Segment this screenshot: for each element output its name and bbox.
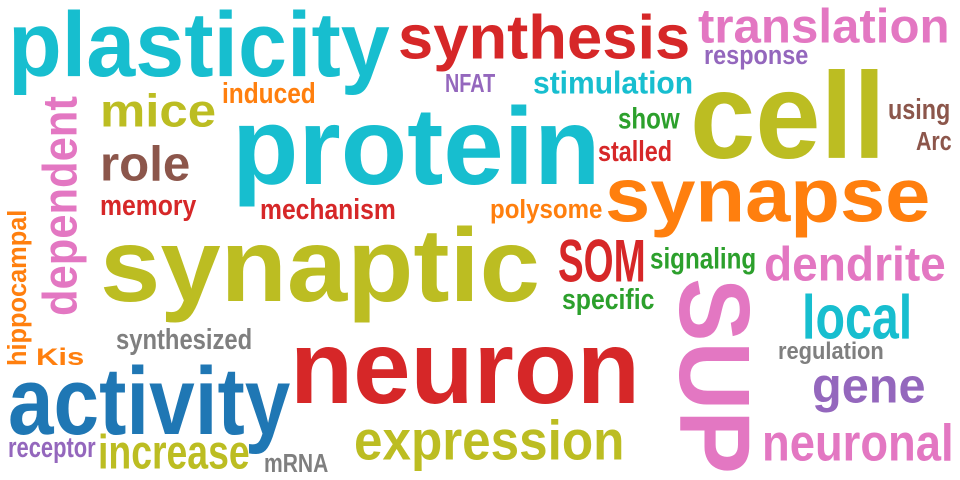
word-hippocampal: hippocampal xyxy=(2,209,32,366)
word-regulation: regulation xyxy=(778,338,884,365)
word-using: using xyxy=(888,94,951,126)
word-specific: specific xyxy=(562,284,655,316)
word-protein: protein xyxy=(232,85,601,208)
word-cell: cell xyxy=(690,48,886,185)
word-activity: activity xyxy=(8,348,291,455)
word-response: response xyxy=(704,40,809,70)
word-synaptic: synaptic xyxy=(100,207,540,324)
word-sup: SUP xyxy=(658,278,770,474)
word-induced: induced xyxy=(222,78,316,110)
word-neuron: neuron xyxy=(290,309,641,426)
word-receptor: receptor xyxy=(8,432,96,464)
word-show: show xyxy=(618,101,680,135)
word-plasticity: plasticity xyxy=(8,0,390,96)
word-dependent: dependent xyxy=(32,96,87,316)
word-synapse: synapse xyxy=(605,153,931,238)
word-stimulation: stimulation xyxy=(533,66,694,101)
word-dendrite: dendrite xyxy=(764,236,946,291)
word-stalled: stalled xyxy=(598,136,673,168)
word-translation: translation xyxy=(698,0,950,53)
word-gene: gene xyxy=(812,358,926,414)
word-increase: increase xyxy=(98,424,250,479)
word-nfat: NFAT xyxy=(445,68,496,98)
word-synthesized: synthesized xyxy=(116,324,253,356)
word-memory: memory xyxy=(100,190,197,222)
word-expression: expression xyxy=(354,410,625,472)
word-mice: mice xyxy=(100,85,217,137)
word-signaling: signaling xyxy=(650,241,757,275)
word-mechanism: mechanism xyxy=(260,194,396,226)
word-arc: Arc xyxy=(916,126,952,156)
word-kis: Kis xyxy=(36,344,85,371)
word-role: role xyxy=(100,136,191,192)
word-som: SOM xyxy=(558,228,646,295)
word-synthesis: synthesis xyxy=(398,2,691,72)
word-neuronal: neuronal xyxy=(762,414,954,472)
word-polysome: polysome xyxy=(490,194,603,224)
word-local: local xyxy=(802,282,913,352)
word-mrna: mRNA xyxy=(264,448,329,478)
